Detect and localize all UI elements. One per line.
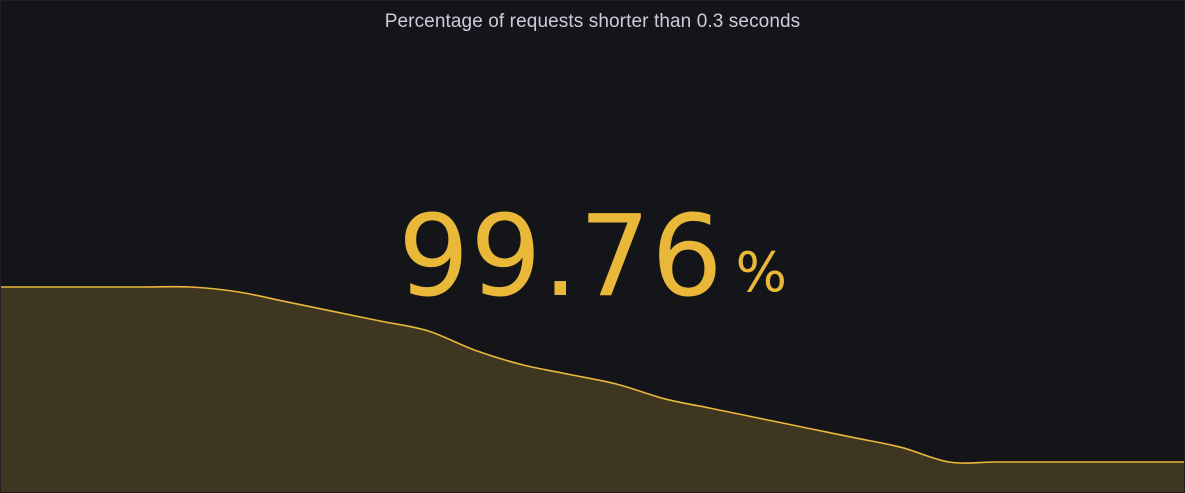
stat-unit: %: [735, 241, 787, 304]
sparkline-line: [1, 285, 1184, 464]
stat-value: 99.76%: [1, 201, 1184, 313]
stat-number: 99.76: [398, 192, 724, 322]
sparkline-area: [1, 286, 1184, 492]
panel-title[interactable]: Percentage of requests shorter than 0.3 …: [384, 11, 801, 32]
